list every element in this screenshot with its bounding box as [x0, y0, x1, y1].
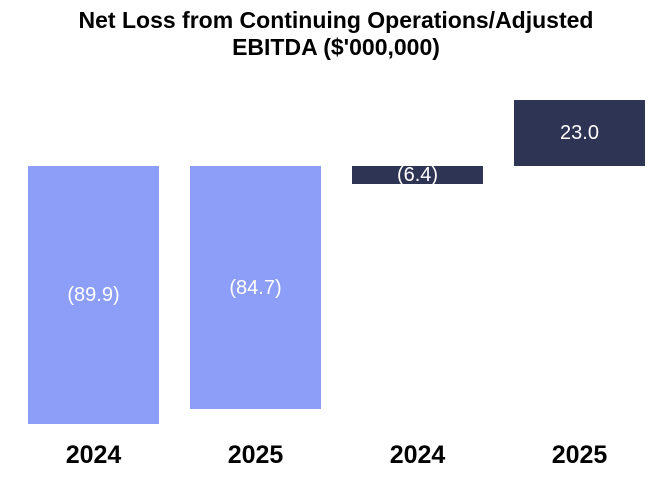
x-axis-label-2024-0: 2024	[65, 441, 122, 469]
chart-title: Net Loss from Continuing Operations/Adju…	[0, 7, 672, 61]
bar-2025-3	[514, 100, 645, 166]
x-axis-label-2025-3: 2025	[551, 441, 608, 469]
bar-2024-2	[352, 166, 483, 184]
bar-2025-1	[190, 166, 321, 409]
bar-2024-0	[28, 166, 159, 424]
chart-title-line-2: EBITDA ($'000,000)	[232, 34, 440, 60]
chart-title-line-1: Net Loss from Continuing Operations/Adju…	[78, 7, 594, 33]
x-axis-label-2025-1: 2025	[227, 441, 284, 469]
x-axis-label-2024-2: 2024	[389, 441, 446, 469]
